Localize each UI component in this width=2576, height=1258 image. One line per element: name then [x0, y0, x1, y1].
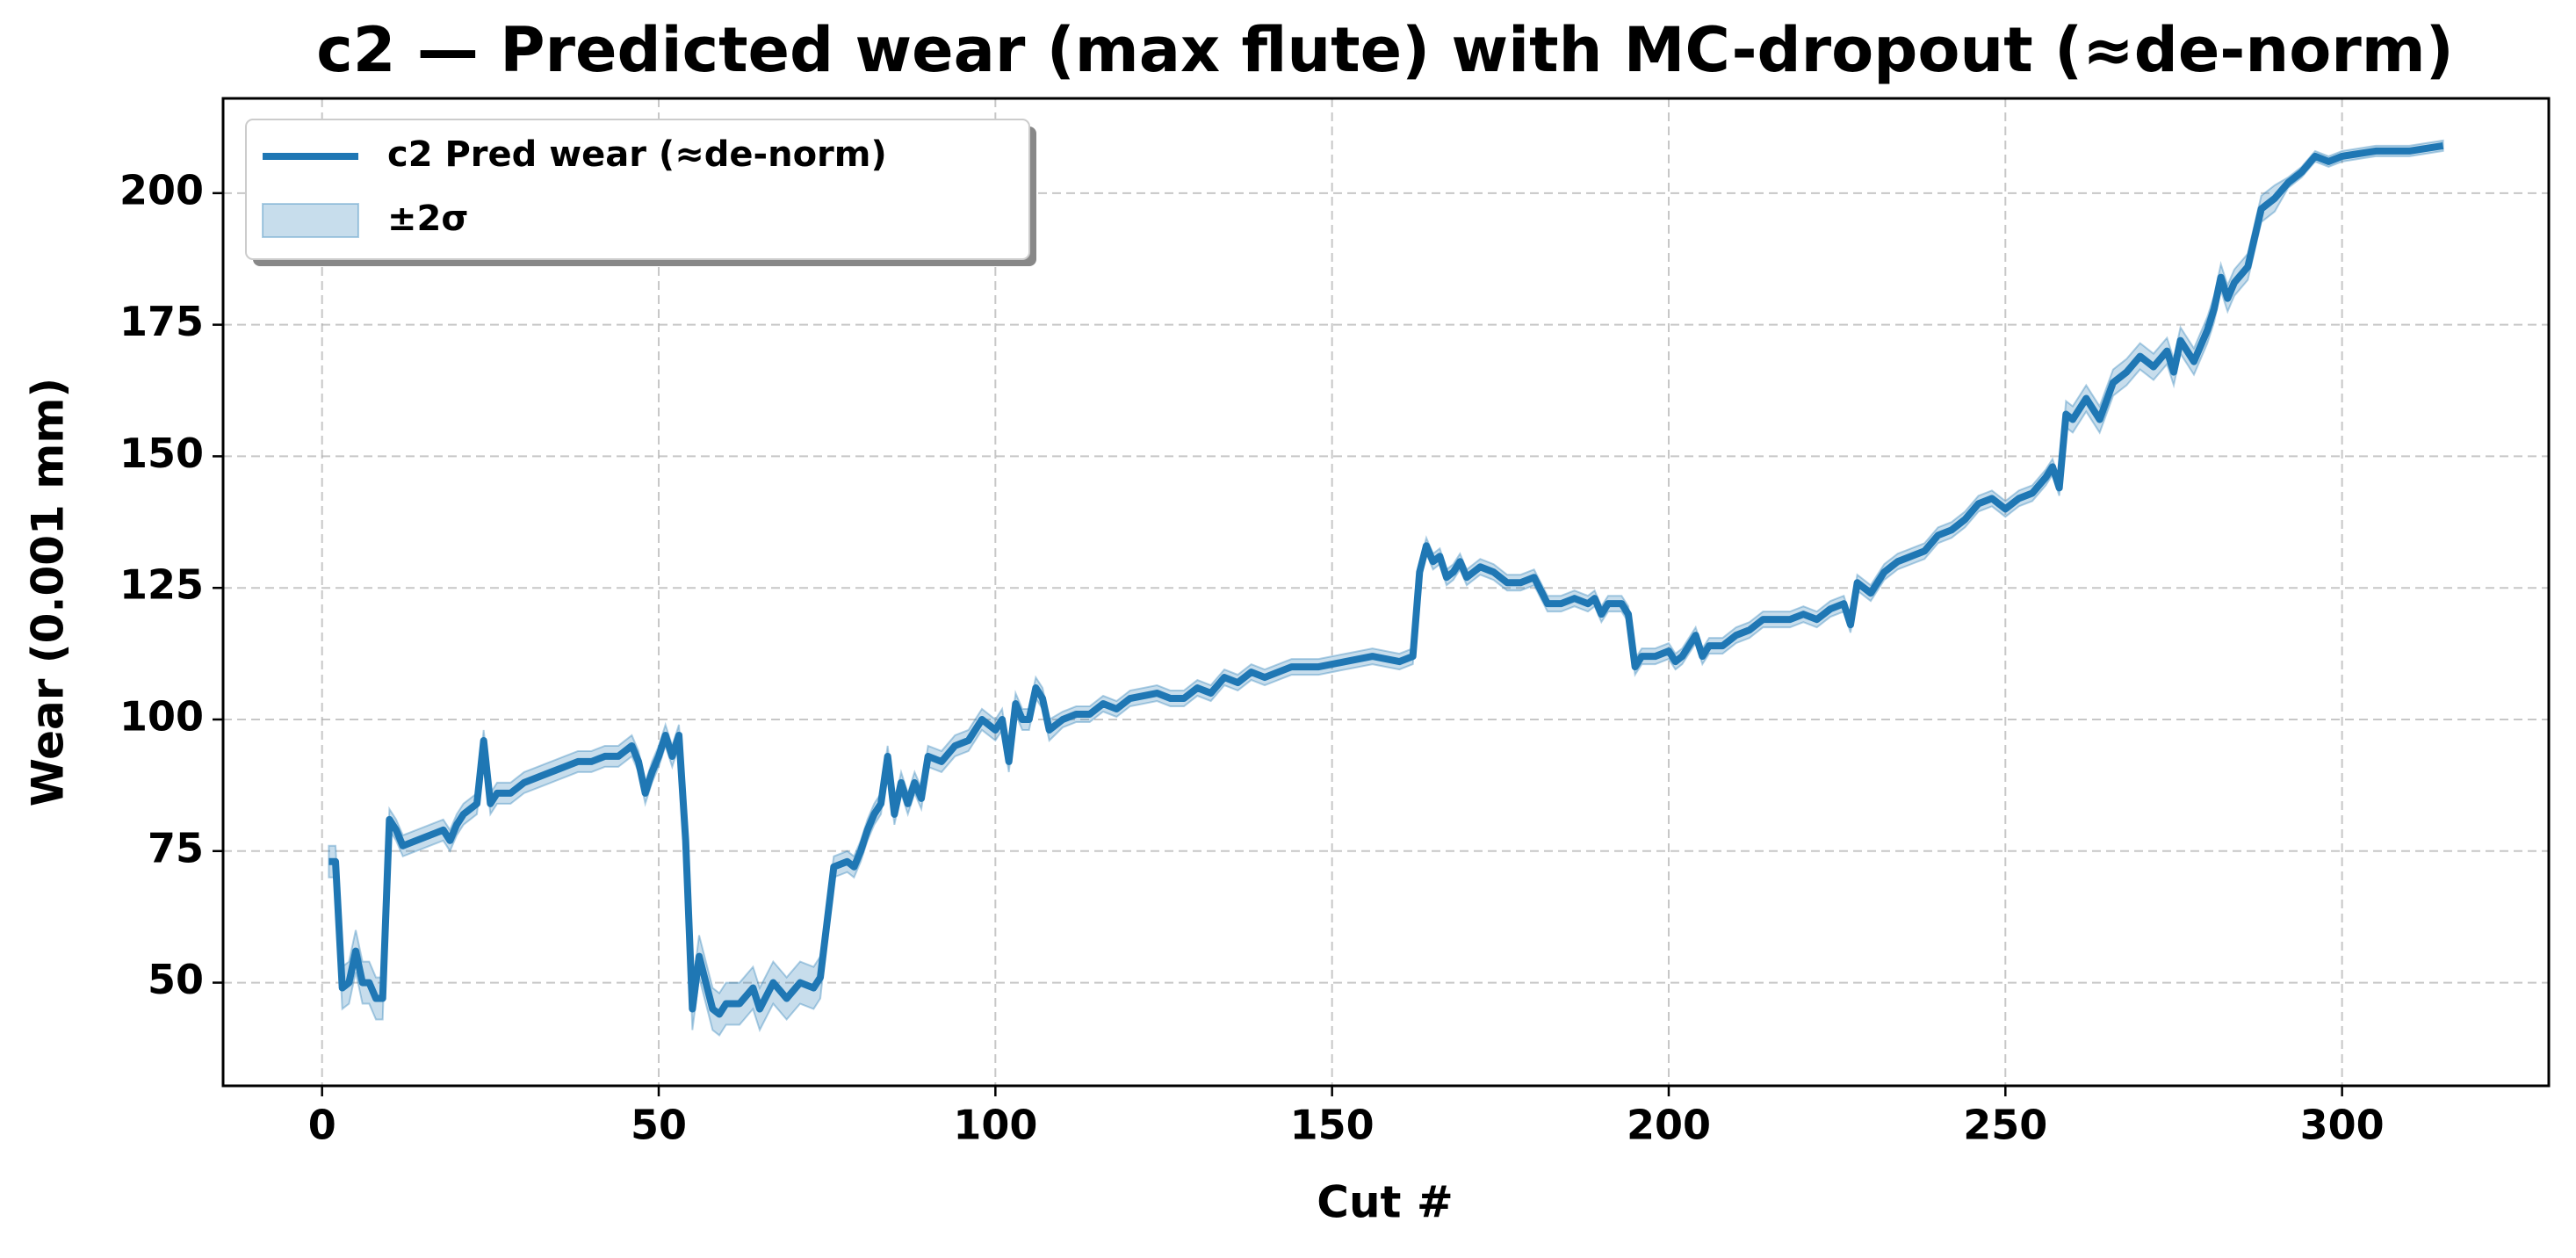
- x-axis-label: Cut #: [1317, 1177, 1454, 1228]
- y-tick-label: 200: [119, 166, 204, 213]
- x-tick-label: 50: [631, 1102, 687, 1149]
- legend-band-swatch: [262, 203, 359, 238]
- x-tick-label: 150: [1290, 1102, 1375, 1149]
- legend-label: c2 Pred wear (≈de-norm): [387, 134, 887, 175]
- x-tick-label: 0: [308, 1102, 336, 1149]
- y-tick-label: 50: [148, 956, 204, 1003]
- y-tick-label: 175: [119, 298, 204, 345]
- y-tick-label: 75: [148, 824, 204, 871]
- y-axis-label: Wear (0.001 mm): [23, 378, 74, 807]
- legend-box: [245, 119, 1030, 260]
- x-tick-label: 100: [953, 1102, 1037, 1149]
- uncertainty-band: [328, 139, 2444, 1037]
- x-tick-label: 200: [1627, 1102, 1711, 1149]
- y-tick-label: 100: [119, 692, 204, 740]
- x-tick-label: 250: [1963, 1102, 2047, 1149]
- plot-frame: [221, 97, 2551, 1088]
- prediction-line: [328, 141, 2444, 1018]
- chart-title: c2 — Predicted wear (max flute) with MC-…: [316, 14, 2454, 86]
- y-tick-label: 150: [119, 430, 204, 477]
- x-tick-label: 300: [2300, 1102, 2385, 1149]
- legend-label: ±2σ: [387, 199, 469, 239]
- y-tick-label: 125: [119, 561, 204, 609]
